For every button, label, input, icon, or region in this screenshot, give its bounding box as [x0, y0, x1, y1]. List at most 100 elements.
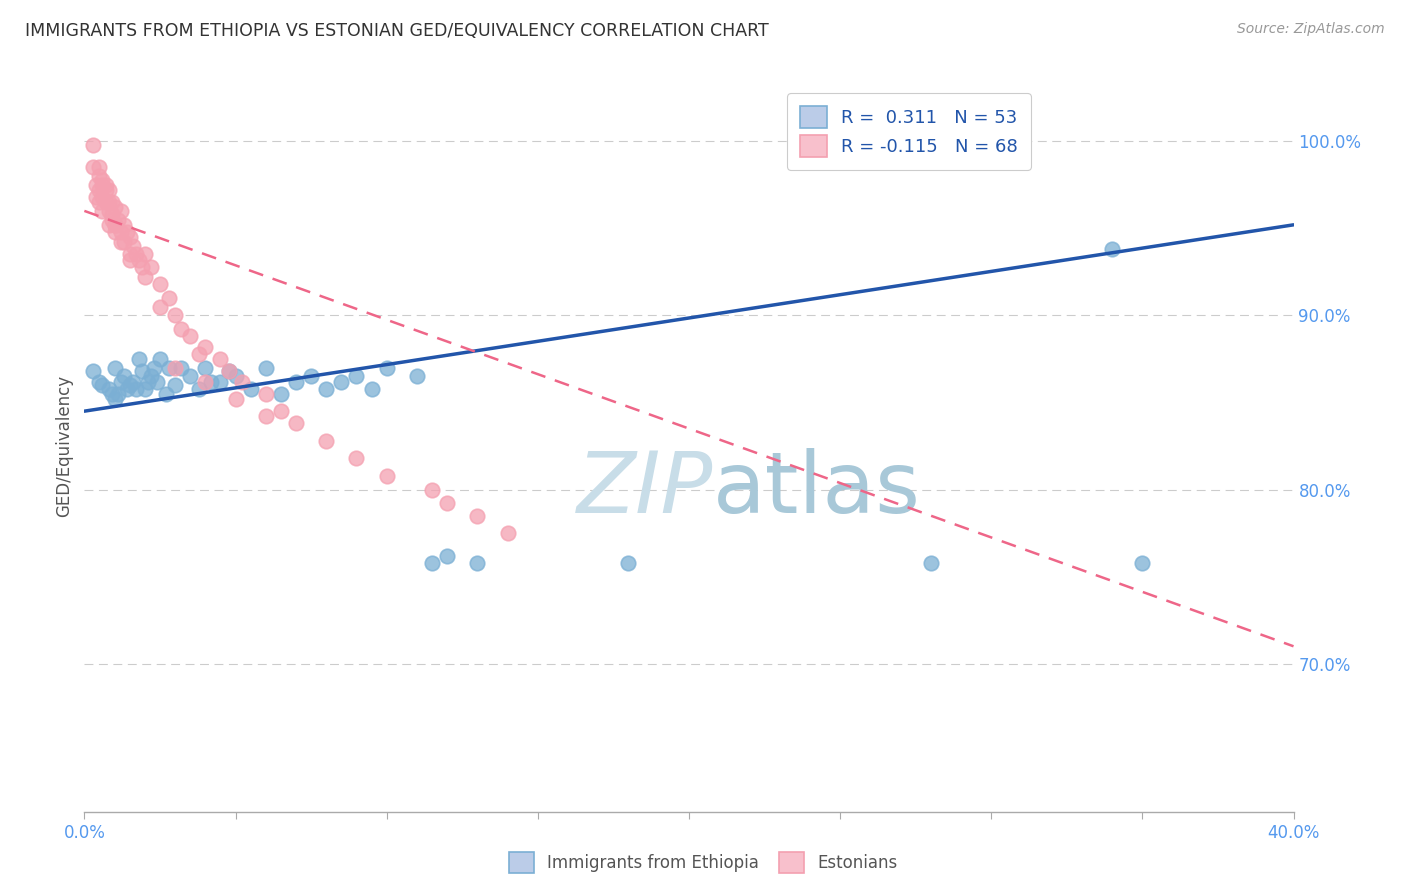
- Point: [131, 260, 153, 274]
- Point: [100, 207, 122, 221]
- Point: [139, 260, 162, 274]
- Point: [315, 382, 337, 396]
- Point: [170, 322, 193, 336]
- Point: [125, 382, 148, 396]
- Point: [346, 369, 368, 384]
- Point: [254, 409, 277, 424]
- Point: [194, 340, 217, 354]
- Text: atlas: atlas: [713, 449, 921, 532]
- Point: [107, 212, 129, 227]
- Point: [94, 178, 117, 192]
- Point: [134, 382, 156, 396]
- Point: [165, 309, 187, 323]
- Point: [100, 212, 122, 227]
- Point: [94, 183, 117, 197]
- Point: [375, 468, 398, 483]
- Point: [91, 172, 114, 186]
- Point: [89, 169, 111, 183]
- Point: [231, 375, 253, 389]
- Point: [97, 195, 120, 210]
- Point: [270, 404, 292, 418]
- Point: [97, 218, 120, 232]
- Point: [91, 178, 114, 192]
- Point: [86, 190, 108, 204]
- Point: [920, 556, 942, 570]
- Point: [110, 203, 132, 218]
- Point: [128, 351, 150, 366]
- Point: [131, 364, 153, 378]
- Point: [100, 386, 122, 401]
- Point: [188, 382, 211, 396]
- Point: [1101, 242, 1123, 256]
- Point: [97, 183, 120, 197]
- Point: [170, 360, 193, 375]
- Point: [134, 270, 156, 285]
- Point: [89, 183, 111, 197]
- Point: [82, 364, 104, 378]
- Legend: R =  0.311   N = 53, R = -0.115   N = 68: R = 0.311 N = 53, R = -0.115 N = 68: [787, 93, 1031, 169]
- Point: [104, 225, 127, 239]
- Point: [91, 203, 114, 218]
- Point: [285, 375, 308, 389]
- Point: [128, 252, 150, 267]
- Point: [89, 375, 111, 389]
- Point: [225, 369, 247, 384]
- Point: [179, 369, 201, 384]
- Point: [110, 235, 132, 250]
- Point: [270, 386, 292, 401]
- Point: [188, 347, 211, 361]
- Point: [420, 483, 443, 497]
- Point: [346, 451, 368, 466]
- Point: [149, 351, 172, 366]
- Point: [165, 378, 187, 392]
- Point: [142, 360, 165, 375]
- Point: [91, 378, 114, 392]
- Point: [118, 247, 141, 261]
- Point: [121, 375, 143, 389]
- Point: [254, 386, 277, 401]
- Point: [125, 247, 148, 261]
- Point: [496, 526, 519, 541]
- Point: [149, 277, 172, 291]
- Point: [97, 203, 120, 218]
- Point: [436, 549, 458, 563]
- Legend: Immigrants from Ethiopia, Estonians: Immigrants from Ethiopia, Estonians: [502, 846, 904, 880]
- Point: [149, 300, 172, 314]
- Point: [330, 375, 353, 389]
- Point: [406, 369, 429, 384]
- Point: [118, 230, 141, 244]
- Point: [134, 247, 156, 261]
- Point: [420, 556, 443, 570]
- Point: [118, 378, 141, 392]
- Point: [94, 195, 117, 210]
- Point: [146, 375, 169, 389]
- Point: [100, 195, 122, 210]
- Point: [200, 375, 222, 389]
- Point: [112, 218, 135, 232]
- Point: [115, 382, 138, 396]
- Point: [107, 386, 129, 401]
- Point: [115, 225, 138, 239]
- Point: [467, 556, 489, 570]
- Point: [179, 329, 201, 343]
- Point: [104, 360, 127, 375]
- Point: [299, 369, 322, 384]
- Point: [86, 178, 108, 192]
- Point: [436, 496, 458, 510]
- Point: [112, 369, 135, 384]
- Point: [139, 369, 162, 384]
- Y-axis label: GED/Equivalency: GED/Equivalency: [55, 375, 73, 517]
- Point: [110, 375, 132, 389]
- Point: [82, 161, 104, 175]
- Point: [209, 375, 232, 389]
- Point: [104, 201, 127, 215]
- Point: [194, 360, 217, 375]
- Point: [375, 360, 398, 375]
- Point: [155, 386, 177, 401]
- Text: IMMIGRANTS FROM ETHIOPIA VS ESTONIAN GED/EQUIVALENCY CORRELATION CHART: IMMIGRANTS FROM ETHIOPIA VS ESTONIAN GED…: [25, 22, 769, 40]
- Point: [157, 291, 180, 305]
- Point: [97, 382, 120, 396]
- Text: ZIP: ZIP: [576, 449, 713, 532]
- Point: [104, 218, 127, 232]
- Point: [617, 556, 640, 570]
